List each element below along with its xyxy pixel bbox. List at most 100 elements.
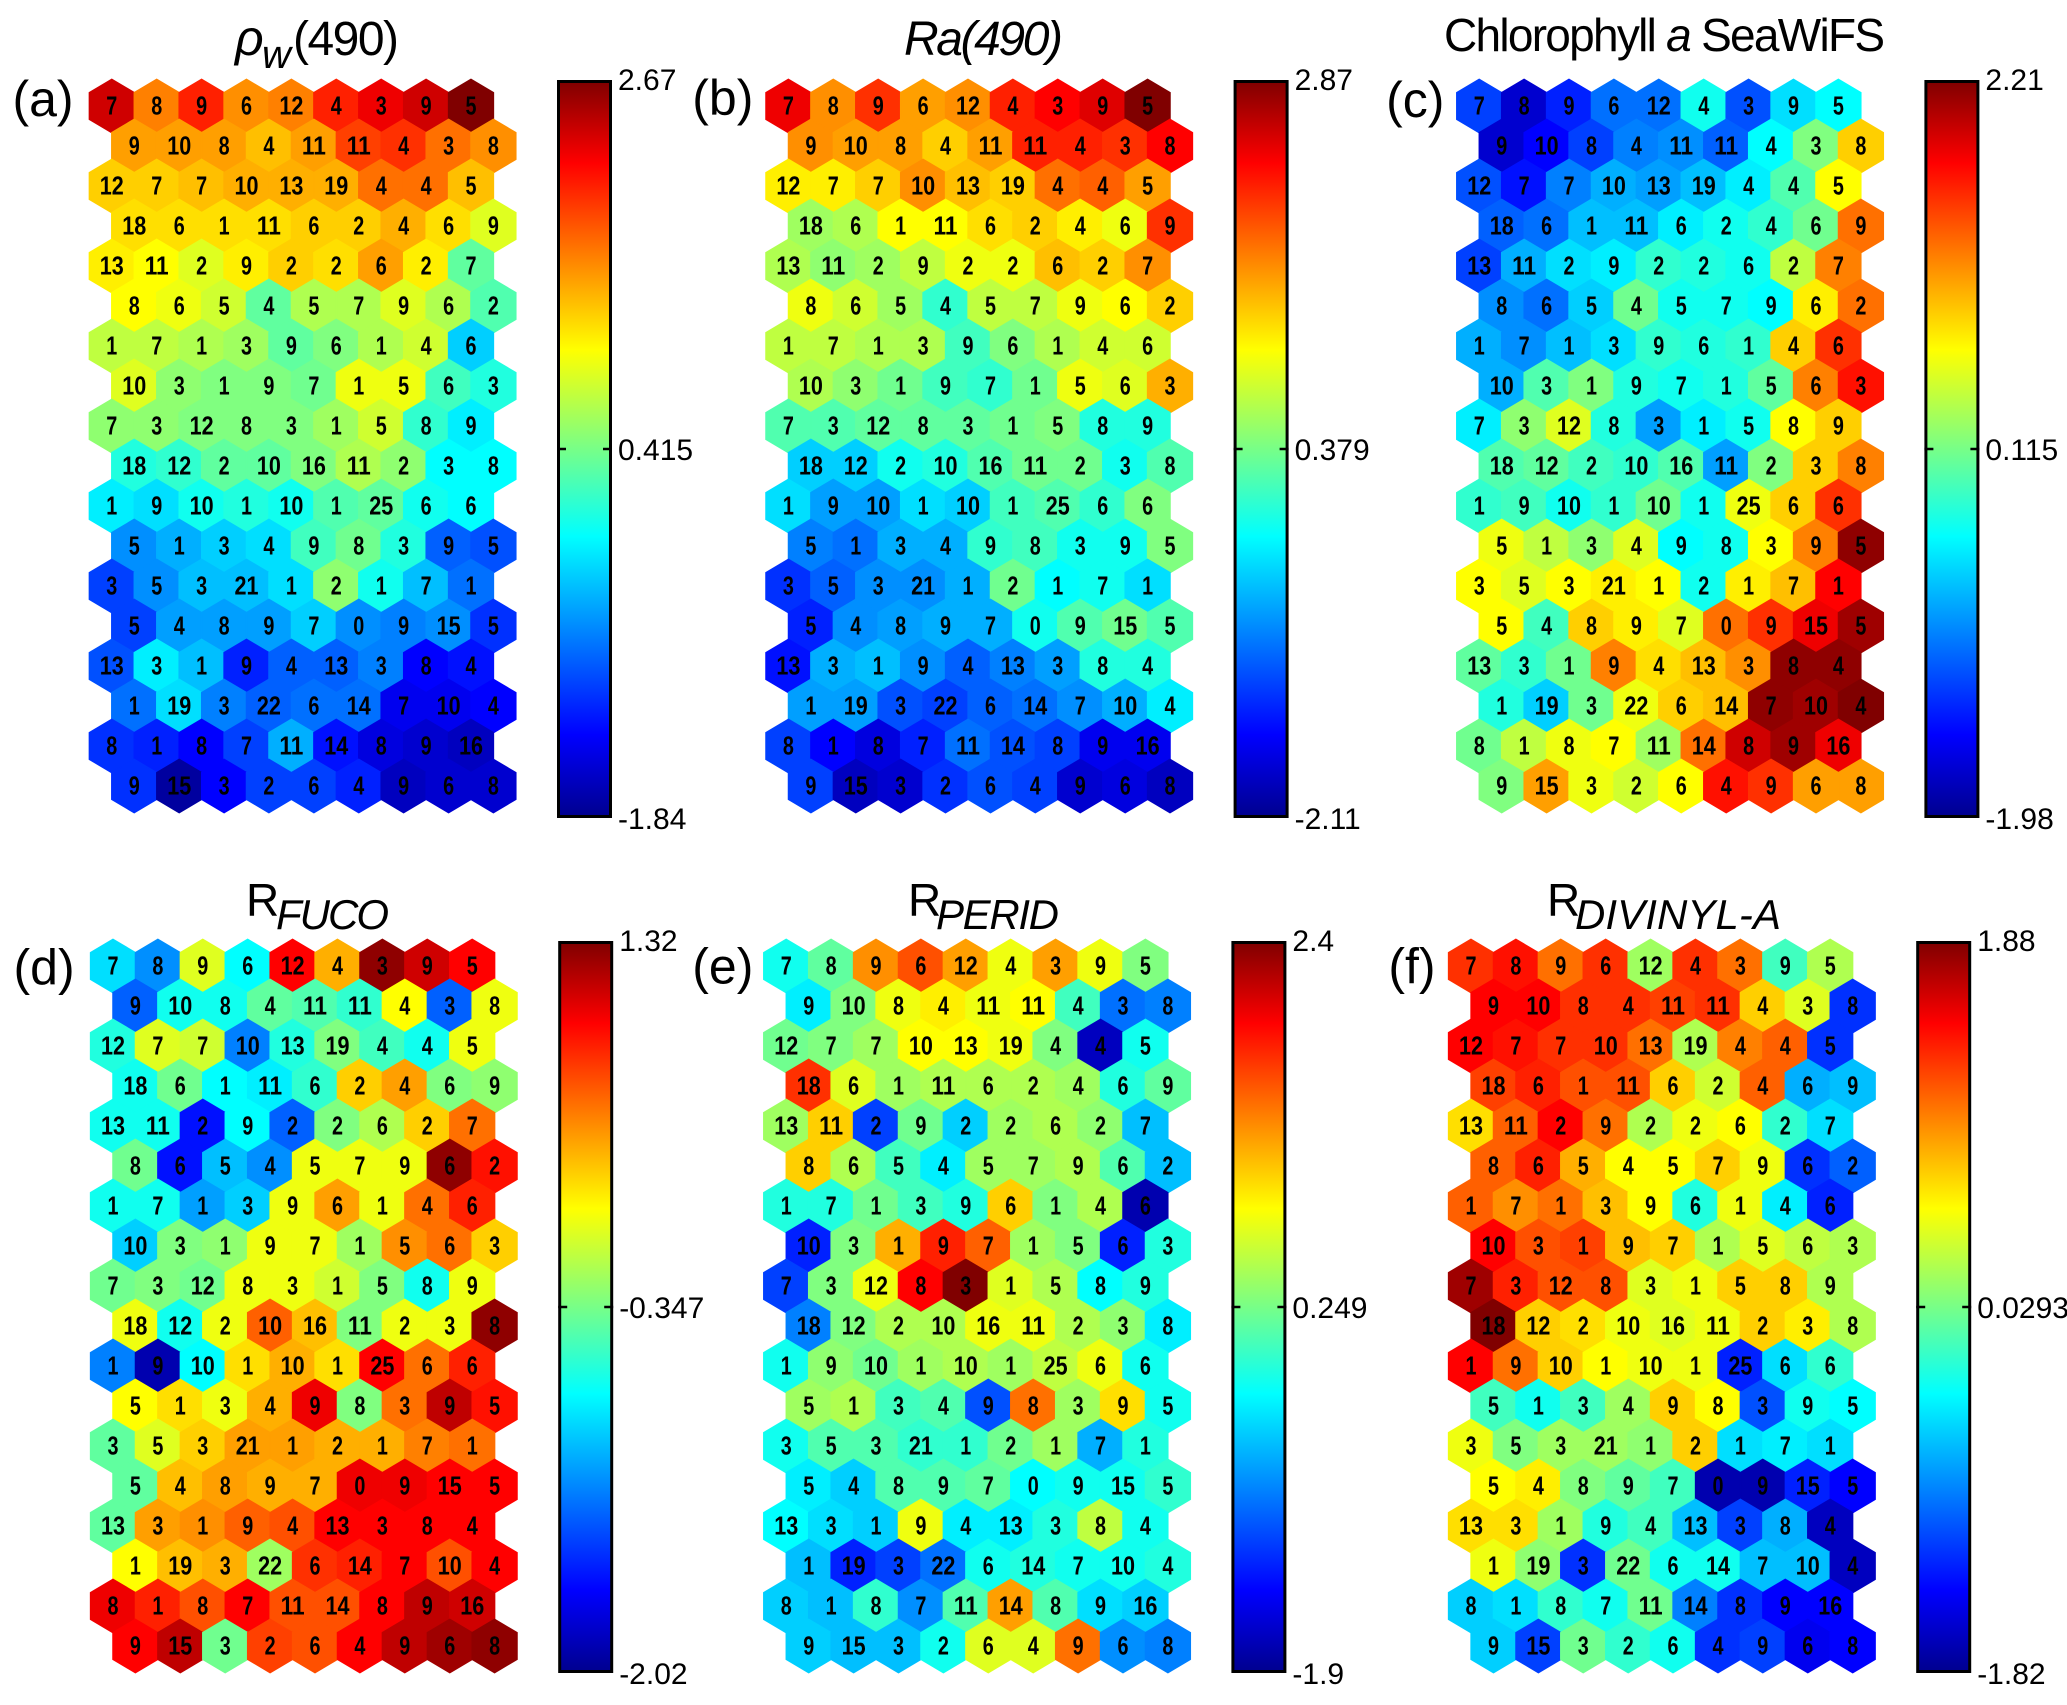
svg-text:9: 9	[1510, 1351, 1521, 1381]
svg-text:1: 1	[803, 1551, 814, 1581]
svg-text:3: 3	[1578, 1551, 1589, 1581]
svg-text:9: 9	[938, 1471, 949, 1501]
svg-text:1: 1	[287, 1431, 298, 1461]
svg-text:9: 9	[1600, 1511, 1611, 1541]
svg-text:8: 8	[151, 91, 162, 121]
svg-text:2: 2	[1165, 291, 1176, 321]
svg-text:6: 6	[444, 1631, 455, 1661]
svg-text:4: 4	[1631, 291, 1642, 321]
svg-text:3: 3	[106, 571, 117, 601]
svg-text:11: 11	[1504, 1111, 1528, 1141]
svg-text:6: 6	[443, 291, 454, 321]
svg-text:6: 6	[1668, 1551, 1679, 1581]
svg-text:7: 7	[422, 1431, 433, 1461]
svg-text:2: 2	[1555, 1111, 1566, 1141]
svg-text:6: 6	[1690, 1191, 1701, 1221]
svg-text:9: 9	[1766, 611, 1777, 641]
svg-text:1: 1	[1466, 1191, 1477, 1221]
svg-text:8: 8	[1847, 1311, 1858, 1341]
svg-text:11: 11	[1512, 251, 1536, 281]
svg-text:12: 12	[1535, 451, 1559, 481]
svg-text:11: 11	[258, 1071, 282, 1101]
svg-text:8: 8	[1162, 1631, 1173, 1661]
svg-text:10: 10	[1535, 131, 1559, 161]
svg-text:9: 9	[196, 91, 207, 121]
svg-text:-2.11: -2.11	[1295, 803, 1361, 836]
svg-text:1: 1	[1698, 491, 1709, 521]
svg-text:9: 9	[129, 771, 140, 801]
svg-text:8: 8	[1743, 731, 1754, 761]
svg-text:18: 18	[122, 451, 146, 481]
svg-text:5: 5	[983, 1151, 994, 1181]
svg-text:18: 18	[123, 1071, 147, 1101]
svg-text:2.4: 2.4	[1292, 925, 1334, 958]
svg-text:6: 6	[421, 491, 432, 521]
svg-text:8: 8	[893, 991, 904, 1021]
svg-text:6: 6	[1095, 1351, 1106, 1381]
svg-text:3: 3	[893, 1391, 904, 1421]
svg-text:10: 10	[123, 1231, 147, 1261]
svg-text:2.21: 2.21	[1985, 64, 2043, 97]
svg-text:4: 4	[1631, 531, 1642, 561]
svg-text:9: 9	[151, 491, 162, 521]
svg-text:2: 2	[1586, 451, 1597, 481]
svg-text:11: 11	[1706, 991, 1730, 1021]
svg-text:3: 3	[1811, 451, 1822, 481]
svg-text:8: 8	[1030, 531, 1041, 561]
svg-text:3: 3	[219, 771, 230, 801]
svg-text:22: 22	[258, 1551, 282, 1581]
svg-text:11: 11	[281, 1591, 305, 1621]
svg-text:6: 6	[983, 1631, 994, 1661]
svg-text:4: 4	[848, 1471, 859, 1501]
svg-text:2: 2	[1007, 571, 1018, 601]
svg-text:R: R	[1547, 874, 1580, 926]
svg-text:7: 7	[1510, 1031, 1521, 1061]
svg-text:9: 9	[1564, 91, 1575, 121]
svg-text:8: 8	[803, 1151, 814, 1181]
svg-text:3: 3	[220, 1391, 231, 1421]
svg-text:6: 6	[985, 691, 996, 721]
svg-text:9: 9	[1757, 1151, 1768, 1181]
svg-text:18: 18	[123, 1311, 147, 1341]
svg-text:4: 4	[940, 131, 951, 161]
svg-text:1: 1	[332, 1271, 343, 1301]
svg-text:11: 11	[303, 991, 327, 1021]
svg-text:7: 7	[828, 331, 839, 361]
svg-text:16: 16	[1133, 1591, 1157, 1621]
svg-text:2: 2	[219, 451, 230, 481]
svg-text:16: 16	[1136, 731, 1160, 761]
svg-text:7: 7	[466, 251, 477, 281]
svg-text:9: 9	[1825, 1271, 1836, 1301]
svg-text:1: 1	[1052, 331, 1063, 361]
svg-text:4: 4	[488, 691, 499, 721]
svg-text:8: 8	[1855, 131, 1866, 161]
svg-text:6: 6	[175, 1071, 186, 1101]
svg-text:0.379: 0.379	[1295, 434, 1370, 467]
svg-text:3: 3	[1578, 1391, 1589, 1421]
svg-text:3: 3	[1802, 991, 1813, 1021]
svg-text:6: 6	[422, 1351, 433, 1381]
svg-text:13: 13	[281, 1031, 305, 1061]
svg-text:21: 21	[909, 1431, 933, 1461]
svg-text:9: 9	[308, 531, 319, 561]
svg-text:5: 5	[1676, 291, 1687, 321]
svg-text:5: 5	[1488, 1471, 1499, 1501]
svg-text:10: 10	[1113, 691, 1137, 721]
svg-text:3: 3	[1510, 1271, 1521, 1301]
svg-text:7: 7	[108, 951, 119, 981]
svg-text:6: 6	[1608, 91, 1619, 121]
svg-text:1.88: 1.88	[1977, 925, 2035, 958]
svg-text:1: 1	[873, 331, 884, 361]
svg-text:7: 7	[310, 1471, 321, 1501]
svg-text:16: 16	[979, 451, 1003, 481]
svg-text:11: 11	[976, 991, 1000, 1021]
svg-text:9: 9	[1095, 951, 1106, 981]
svg-text:5: 5	[1847, 1391, 1858, 1421]
svg-text:5: 5	[1825, 951, 1836, 981]
svg-text:9: 9	[466, 411, 477, 441]
svg-text:4: 4	[1757, 991, 1768, 1021]
svg-text:9: 9	[1519, 491, 1530, 521]
svg-text:8: 8	[1721, 531, 1732, 561]
svg-text:5: 5	[1142, 91, 1153, 121]
svg-text:6: 6	[1541, 291, 1552, 321]
